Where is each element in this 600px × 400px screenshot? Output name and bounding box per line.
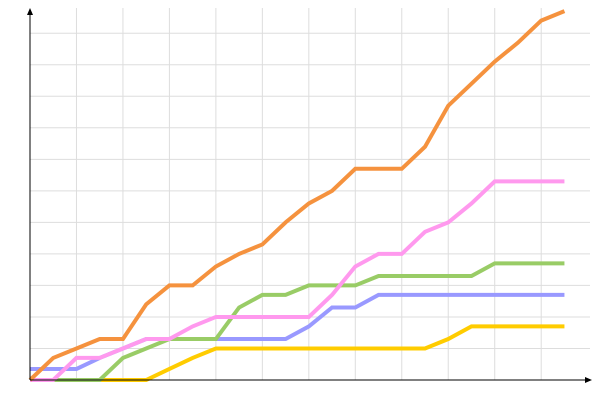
lines bbox=[28, 9, 566, 382]
x-arrow bbox=[585, 377, 592, 383]
series-line bbox=[30, 261, 565, 382]
series-line bbox=[28, 9, 566, 382]
y-arrow bbox=[27, 8, 33, 15]
series-line bbox=[30, 179, 565, 382]
axes bbox=[27, 8, 592, 383]
